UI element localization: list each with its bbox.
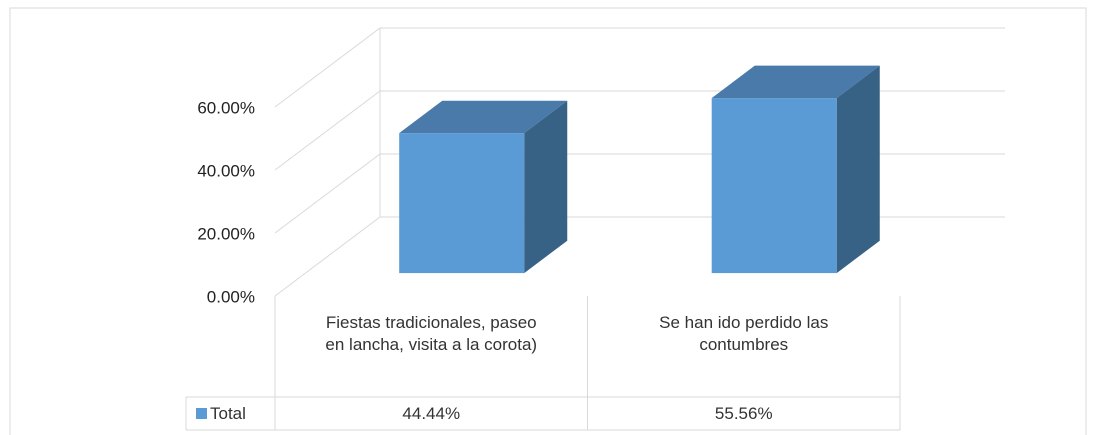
table-value: 44.44%: [402, 404, 461, 423]
legend-label: Total: [210, 404, 246, 423]
grid-line: [274, 90, 1005, 171]
y-tick-label: 0.00%: [207, 287, 255, 306]
bar-top: [399, 100, 568, 134]
grid-line: [274, 27, 1005, 108]
chart-border: [9, 7, 1087, 435]
table-value: 55.56%: [714, 404, 773, 423]
y-tick-label: 60.00%: [197, 98, 255, 117]
bar-top: [711, 65, 880, 99]
legend-swatch: [196, 408, 207, 419]
grid-line: [274, 153, 1005, 234]
grid-line: [274, 216, 1005, 297]
y-tick-label: 40.00%: [197, 161, 255, 180]
category-label: Fiestas tradicionales, paseo en lancha, …: [325, 313, 538, 354]
category-label: Se han ido perdido las contumbres: [659, 313, 829, 354]
y-tick-label: 20.00%: [197, 224, 255, 243]
bar-side: [524, 100, 568, 274]
bar-side: [836, 65, 880, 274]
bar: [399, 133, 525, 274]
bar: [711, 98, 837, 274]
